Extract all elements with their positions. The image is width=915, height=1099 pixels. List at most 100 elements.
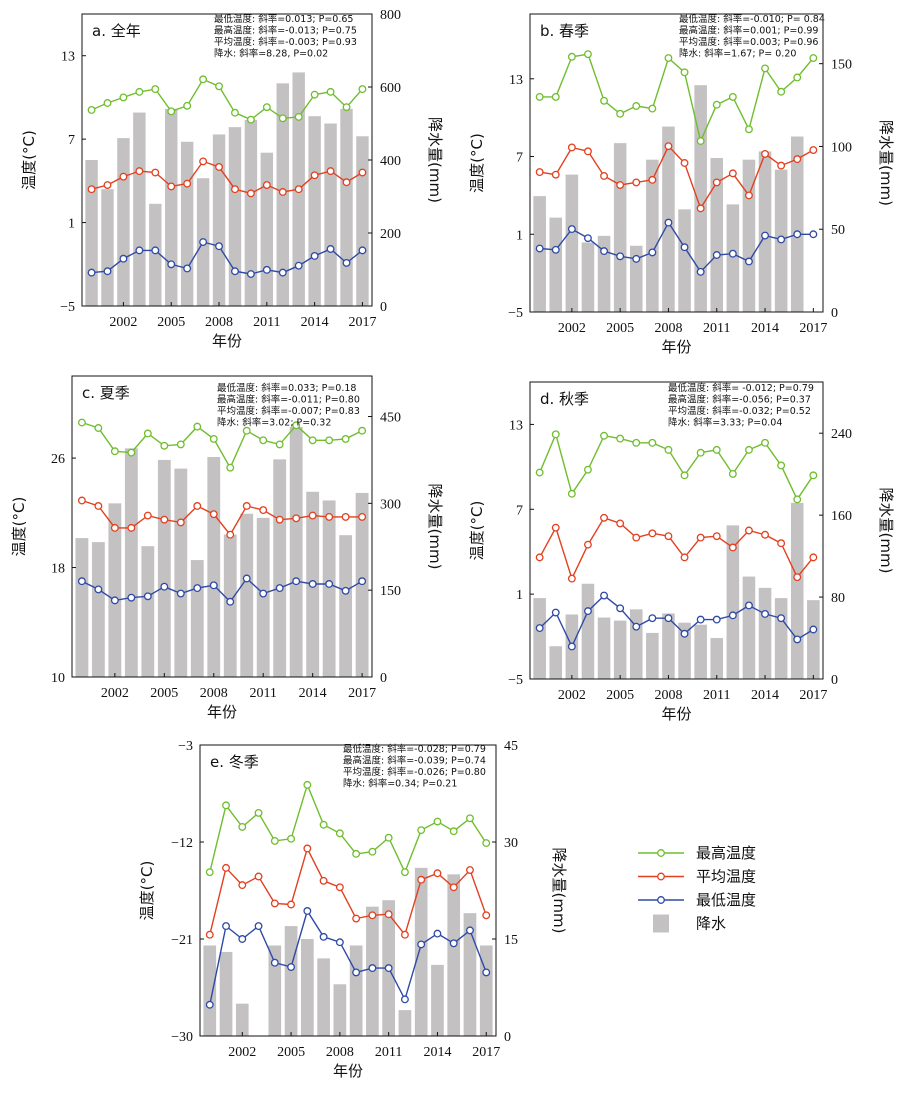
mean-temp-point [696,204,705,213]
right-tick-label: 800 [380,8,401,23]
mean-temp-point [632,178,641,187]
stat-annotation: 平均温度: 斜率=-0.003; P=0.93 [214,36,357,48]
precip-bar [742,576,756,679]
x-tick-label: 2017 [472,1045,500,1060]
x-axis-label: 年份 [661,338,691,356]
mean-temp-point [417,875,426,884]
x-tick-label: 2008 [326,1045,354,1060]
min-temp-point [632,622,641,631]
min-temp-line [91,241,363,275]
stat-annotation: 降水: 斜率=3.02; P=0.32 [217,417,331,429]
min-temp-point [712,251,721,259]
max-temp-point [744,125,753,134]
x-tick-label: 2008 [205,315,233,330]
mean-temp-point [664,142,673,151]
mean-temp-point [535,553,544,562]
mean-temp-point [600,513,609,522]
mean-temp-point [400,930,409,939]
min-temp-point [222,922,230,931]
precip-bar [85,160,98,306]
right-tick-label: 15 [504,933,518,948]
chart-panel-3: 10 18 26 0 150 300 450 2002 2005 2008 2011 2014 2017… [10,375,444,721]
right-tick-label: 80 [831,591,845,606]
left-axis-label: 温度(°C) [468,133,486,193]
left-tick-label: 7 [516,151,523,166]
mean-temp-point [294,185,303,194]
mean-temp-point [310,171,319,180]
precip-bar [141,546,155,677]
mean-temp-point [262,181,271,189]
max-temp-point [433,817,442,826]
precip-bar [108,503,122,677]
max-temp-point [303,780,312,789]
right-tick-label: 0 [380,671,387,686]
precip-bar [340,108,353,307]
min-temp-point [341,586,350,595]
max-temp-point [341,434,350,443]
stat-annotation: 平均温度: 斜率=-0.026; P=0.80 [343,766,486,778]
stat-annotation: 最高温度: 斜率=-0.011; P=0.80 [217,394,360,406]
min-temp-point [110,596,119,605]
stat-annotation: 平均温度: 斜率=0.003; P=0.96 [679,36,818,48]
right-axis-label: 降水量(mm) [877,120,895,206]
precip-bar [694,85,707,312]
precip-bar [157,459,171,677]
max-temp-point [77,418,86,427]
right-tick-label: 240 [831,427,852,442]
max-temp-point [567,489,576,498]
mean-temp-point [761,149,769,158]
min-temp-line [539,594,814,649]
max-temp-point [310,90,319,99]
min-temp-point [151,246,160,255]
max-temp-point [242,426,251,435]
precip-bar [613,620,627,679]
min-temp-point [226,597,235,606]
min-temp-point [616,604,625,613]
precip-bar [774,598,788,679]
x-tick-label: 2017 [348,315,376,330]
mean-temp-point [600,172,609,180]
min-temp-point [664,614,673,623]
mean-temp-point [246,189,255,198]
min-temp-point [809,625,818,634]
mean-temp-point [308,511,317,520]
min-temp-point [551,245,560,254]
mean-temp-point [680,553,689,562]
min-temp-point [287,963,296,971]
max-temp-point [294,112,303,121]
precip-bar [317,958,330,1036]
mean-temp-point [199,157,208,166]
mean-temp-point [777,161,786,170]
min-temp-point [358,577,367,586]
max-temp-point [664,54,673,63]
min-temp-point [292,577,301,586]
right-axis-label: 降水量(mm) [426,117,444,203]
precip-bar [91,542,105,677]
min-temp-point [119,254,128,263]
precip-bar [228,127,242,307]
mean-temp-point [567,143,576,152]
max-temp-point [135,87,144,96]
mean-temp-point [259,506,268,515]
max-temp-point [551,92,560,101]
min-temp-point [680,243,689,252]
max-temp-point [143,429,152,438]
precip-bar [678,209,691,312]
mean-temp-point [110,523,119,532]
mean-temp-point [292,514,301,523]
max-temp-point [326,87,335,96]
min-temp-point [135,246,144,255]
max-temp-point [744,445,753,454]
max-temp-point [342,103,351,112]
chart-panel-1: −5 1 7 13 0 200 400 600 800 2002 2005 2008 2011 2014 2… [20,8,444,350]
x-tick-label: 2005 [150,686,178,701]
stat-annotation: 最高温度: 斜率=0.001; P=0.99 [679,25,818,37]
min-temp-point [417,940,426,949]
max-temp-point [231,108,239,117]
mean-temp-point [616,519,625,528]
mean-temp-point [254,872,263,881]
min-temp-point [87,268,96,277]
min-temp-point [205,1000,214,1009]
max-temp-point [238,822,247,831]
